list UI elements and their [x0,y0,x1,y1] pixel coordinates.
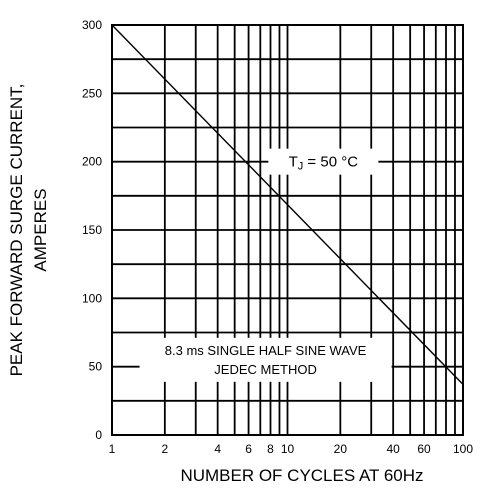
y-tick-label: 250 [82,86,102,100]
x-tick-label: 2 [161,442,168,456]
x-tick-label: 1 [109,442,116,456]
y-axis-title-line-1: PEAK FORWARD SURGE CURRENT, [7,84,26,377]
x-tick-label: 60 [417,442,431,456]
y-tick-label: 200 [82,155,102,169]
y-tick-label: 100 [82,291,102,305]
wave-label-line: 8.3 ms SINGLE HALF SINE WAVE [165,343,367,358]
x-axis-title: NUMBER OF CYCLES AT 60Hz [180,466,423,485]
x-tick-label: 8 [267,442,274,456]
series-layer [111,24,464,385]
wave-label-box [139,337,392,382]
x-tick-label: 20 [334,442,348,456]
x-tick-label: 4 [214,442,221,456]
y-tick-label: 300 [82,18,102,32]
x-tick-label: 100 [453,442,473,456]
wave-label-line: JEDEC METHOD [214,362,317,377]
plot-frame [111,24,464,436]
temperature-label: TJ = 50 °C [289,154,359,173]
surge-current-line [111,24,464,385]
y-tick-label: 0 [95,428,102,442]
y-axis-title-line-2: AMPERES [31,188,50,271]
tick-labels: 1 2 4 6 8 10 20 40 60 100 0 50 100 150 200 250 300 [82,18,473,456]
x-tick-label: 10 [281,442,295,456]
x-tick-label: 6 [245,442,252,456]
y-tick-label: 50 [89,360,103,374]
annotations: TJ = 50 °C 8.3 ms SINGLE HALF SINE WAVE JE… [139,148,392,382]
x-tick-label: 40 [386,442,400,456]
temperature-label-box [268,148,379,175]
y-tick-label: 150 [82,223,102,237]
